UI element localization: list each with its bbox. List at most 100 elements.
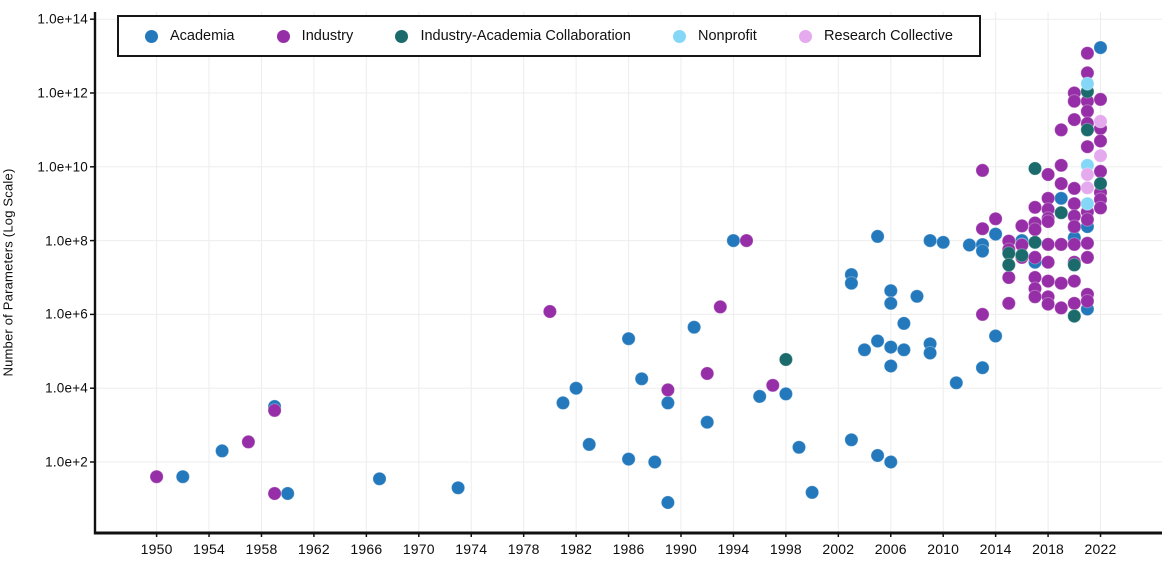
data-point-industry[interactable] [1054,300,1069,315]
data-point-academia[interactable] [923,345,938,361]
data-point-industry[interactable] [975,163,990,178]
data-point-academia[interactable] [962,237,977,253]
data-point-industry-academia-collaboration[interactable] [778,352,794,367]
data-point-industry[interactable] [267,486,282,501]
data-point-academia[interactable] [660,395,676,410]
data-point-academia[interactable] [883,358,898,374]
data-point-academia[interactable] [896,316,912,331]
data-point-industry[interactable] [1093,164,1108,179]
data-point-academia[interactable] [451,480,466,495]
data-point-academia[interactable] [857,342,872,357]
data-point-academia[interactable] [621,452,636,467]
data-point-industry-academia-collaboration[interactable] [1093,176,1108,191]
data-point-nonprofit[interactable] [1080,76,1095,91]
data-point-industry[interactable] [1014,218,1030,233]
data-point-industry[interactable] [660,382,676,397]
data-point-industry[interactable] [1041,167,1056,182]
data-point-industry[interactable] [1027,289,1043,304]
data-point-academia[interactable] [621,331,636,346]
data-point-academia[interactable] [582,437,597,452]
data-point-academia[interactable] [883,340,898,355]
data-point-industry[interactable] [1093,92,1108,107]
data-point-industry[interactable] [149,469,164,484]
data-point-industry[interactable] [1080,236,1095,251]
data-point-industry[interactable] [1067,219,1082,234]
data-point-academia[interactable] [870,333,885,349]
data-point-academia[interactable] [870,229,885,244]
data-point-industry[interactable] [1080,294,1095,309]
data-point-industry[interactable] [1093,200,1108,215]
data-point-academia[interactable] [569,381,584,396]
legend-item-industry[interactable]: Industry [276,28,353,44]
data-point-industry[interactable] [1054,176,1069,191]
data-point-academia[interactable] [555,395,571,410]
data-point-academia[interactable] [215,443,230,458]
data-point-academia[interactable] [844,276,859,291]
data-point-academia[interactable] [647,454,662,470]
data-point-industry[interactable] [1054,122,1069,137]
data-point-industry-academia-collaboration[interactable] [1067,257,1082,272]
legend-item-academia[interactable]: Academia [145,28,234,44]
data-point-academia[interactable] [923,233,938,248]
data-point-academia[interactable] [936,235,951,250]
data-point-industry[interactable] [1054,276,1069,291]
data-point-nonprofit[interactable] [1080,196,1095,211]
data-point-industry[interactable] [1041,297,1056,312]
data-point-industry[interactable] [1041,255,1056,270]
data-point-industry[interactable] [1067,181,1082,196]
data-point-industry[interactable] [1080,250,1095,265]
data-point-research-collective[interactable] [1080,167,1095,182]
data-point-industry[interactable] [542,304,558,319]
data-point-industry-academia-collaboration[interactable] [1014,248,1030,263]
data-point-industry[interactable] [1080,104,1095,119]
data-point-industry[interactable] [1067,196,1082,211]
data-point-academia[interactable] [752,389,767,404]
data-point-industry[interactable] [1054,237,1069,252]
data-point-academia[interactable] [1054,191,1069,206]
data-point-industry[interactable] [1001,270,1016,285]
data-point-industry[interactable] [975,307,990,322]
data-point-research-collective[interactable] [1093,148,1108,163]
data-point-research-collective[interactable] [1080,180,1095,195]
legend-item-research-collective[interactable]: Research Collective [799,28,953,44]
data-point-industry[interactable] [1067,296,1082,311]
data-point-industry[interactable] [1041,214,1056,229]
data-point-academia[interactable] [791,440,807,455]
data-point-industry[interactable] [241,434,256,449]
data-point-academia[interactable] [372,471,387,486]
data-point-academia[interactable] [896,342,912,357]
data-point-industry-academia-collaboration[interactable] [1001,257,1016,272]
data-point-academia[interactable] [988,227,1003,242]
data-point-industry[interactable] [1001,296,1016,311]
data-point-industry[interactable] [1080,212,1095,227]
data-point-industry[interactable] [765,378,780,393]
data-point-academia[interactable] [700,415,715,430]
data-point-academia[interactable] [883,296,898,311]
data-point-academia[interactable] [175,469,190,484]
data-point-industry-academia-collaboration[interactable] [1027,161,1043,176]
data-point-academia[interactable] [883,454,898,470]
data-point-industry[interactable] [1041,274,1056,289]
data-point-academia[interactable] [687,320,702,335]
data-point-industry-academia-collaboration[interactable] [1080,122,1095,137]
data-point-industry[interactable] [1027,250,1043,265]
data-point-academia[interactable] [883,283,898,298]
data-point-industry[interactable] [1041,237,1056,252]
legend-item-industry-academia-collaboration[interactable]: Industry-Academia Collaboration [395,28,631,44]
data-point-industry[interactable] [1080,46,1095,61]
data-point-industry[interactable] [1080,139,1095,154]
data-point-academia[interactable] [909,289,925,304]
data-point-academia[interactable] [975,360,990,375]
data-point-academia[interactable] [778,386,794,401]
data-point-industry[interactable] [739,233,754,248]
data-point-academia[interactable] [660,495,676,510]
data-point-industry-academia-collaboration[interactable] [1054,205,1069,220]
data-point-industry[interactable] [1027,200,1043,215]
data-point-academia[interactable] [949,375,964,390]
data-point-industry[interactable] [1027,222,1043,237]
data-point-industry[interactable] [1067,94,1082,109]
data-point-academia[interactable] [280,486,295,501]
data-point-industry[interactable] [1067,274,1082,289]
data-point-industry[interactable] [713,299,728,314]
data-point-academia[interactable] [870,448,885,463]
